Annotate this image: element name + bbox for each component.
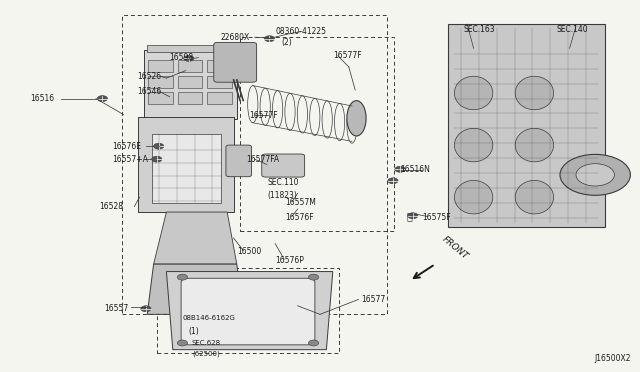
Circle shape xyxy=(408,213,418,219)
Text: SEC.110: SEC.110 xyxy=(268,178,299,187)
FancyBboxPatch shape xyxy=(214,42,257,82)
Text: 08B146-6162G: 08B146-6162G xyxy=(182,315,236,321)
Text: 16557+A: 16557+A xyxy=(112,155,148,164)
Text: 16557: 16557 xyxy=(104,304,128,313)
Circle shape xyxy=(141,306,151,312)
Circle shape xyxy=(560,154,630,195)
Text: 16526: 16526 xyxy=(138,72,162,81)
Circle shape xyxy=(576,164,614,186)
FancyBboxPatch shape xyxy=(144,50,237,119)
Circle shape xyxy=(154,143,164,149)
Text: 16577FA: 16577FA xyxy=(246,155,280,164)
Circle shape xyxy=(388,178,398,184)
Polygon shape xyxy=(154,212,237,264)
Circle shape xyxy=(177,340,188,346)
Text: 16516: 16516 xyxy=(30,94,54,103)
Text: 22680X: 22680X xyxy=(221,33,250,42)
FancyBboxPatch shape xyxy=(138,117,234,212)
Bar xyxy=(207,92,232,104)
Text: 16528: 16528 xyxy=(99,202,123,211)
Text: FRONT: FRONT xyxy=(440,234,470,261)
Text: 16577F: 16577F xyxy=(333,51,362,60)
Text: ➿: ➿ xyxy=(407,211,413,221)
Bar xyxy=(148,92,173,104)
Bar xyxy=(240,37,394,231)
Polygon shape xyxy=(147,264,243,314)
Text: 16516N: 16516N xyxy=(400,165,430,174)
Text: 16576F: 16576F xyxy=(285,213,314,222)
Text: 16575F: 16575F xyxy=(422,213,451,222)
Circle shape xyxy=(97,96,108,102)
Text: 16500: 16500 xyxy=(237,247,261,256)
Bar xyxy=(152,134,221,203)
Text: 16557M: 16557M xyxy=(285,198,316,207)
Text: (62500): (62500) xyxy=(192,351,220,357)
Bar xyxy=(178,60,202,72)
Text: 16576P: 16576P xyxy=(275,256,304,265)
Circle shape xyxy=(308,340,319,346)
Ellipse shape xyxy=(515,128,554,162)
Text: 16598: 16598 xyxy=(170,53,194,62)
Ellipse shape xyxy=(454,76,493,110)
Text: 08360-41225: 08360-41225 xyxy=(275,27,326,36)
Bar xyxy=(448,24,605,227)
Ellipse shape xyxy=(347,100,366,136)
Bar xyxy=(122,15,387,314)
Bar xyxy=(178,92,202,104)
Bar xyxy=(148,60,173,72)
Text: SEC.140: SEC.140 xyxy=(557,25,588,34)
Bar xyxy=(207,76,232,88)
Text: 16577F: 16577F xyxy=(250,111,278,120)
Circle shape xyxy=(152,156,162,162)
Text: SEC.163: SEC.163 xyxy=(464,25,495,34)
Ellipse shape xyxy=(515,76,554,110)
Text: 16576E: 16576E xyxy=(112,142,141,151)
Ellipse shape xyxy=(515,180,554,214)
Bar xyxy=(148,76,173,88)
Text: 16546: 16546 xyxy=(138,87,162,96)
Text: (1): (1) xyxy=(189,327,200,336)
Text: (2): (2) xyxy=(282,38,292,47)
Circle shape xyxy=(264,36,275,42)
Bar xyxy=(157,268,339,353)
Bar xyxy=(207,60,232,72)
Text: J16500X2: J16500X2 xyxy=(594,354,630,363)
Text: SEC.628: SEC.628 xyxy=(192,340,221,346)
Text: 16577: 16577 xyxy=(362,295,386,304)
FancyBboxPatch shape xyxy=(226,145,252,177)
FancyBboxPatch shape xyxy=(181,278,315,345)
FancyBboxPatch shape xyxy=(147,45,234,52)
Circle shape xyxy=(395,166,405,172)
Ellipse shape xyxy=(454,128,493,162)
Text: (11823): (11823) xyxy=(268,191,298,200)
FancyBboxPatch shape xyxy=(262,154,305,177)
Circle shape xyxy=(177,274,188,280)
Circle shape xyxy=(308,274,319,280)
Ellipse shape xyxy=(454,180,493,214)
Bar xyxy=(178,76,202,88)
Circle shape xyxy=(184,55,194,61)
Polygon shape xyxy=(166,272,333,350)
